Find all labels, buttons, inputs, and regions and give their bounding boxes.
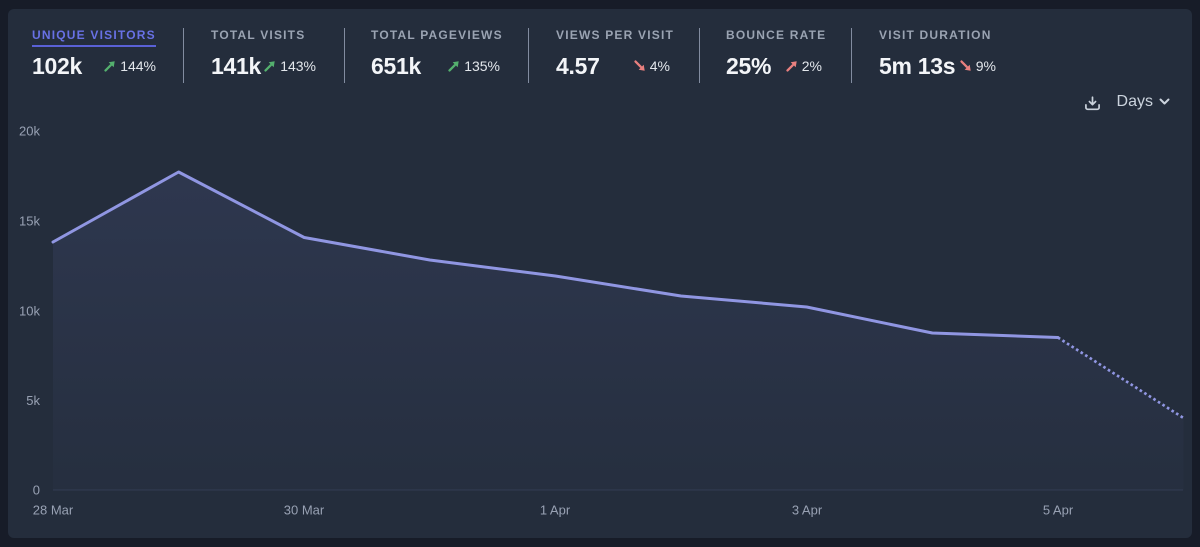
svg-text:0: 0 (33, 483, 40, 498)
svg-text:20k: 20k (19, 124, 40, 139)
svg-text:3 Apr: 3 Apr (792, 503, 823, 518)
svg-text:28 Mar: 28 Mar (33, 503, 74, 518)
svg-text:5 Apr: 5 Apr (1043, 503, 1074, 518)
svg-text:30 Mar: 30 Mar (284, 503, 325, 518)
svg-text:15k: 15k (19, 214, 40, 229)
svg-text:10k: 10k (19, 304, 40, 319)
svg-text:5k: 5k (26, 393, 40, 408)
svg-text:1 Apr: 1 Apr (540, 503, 571, 518)
